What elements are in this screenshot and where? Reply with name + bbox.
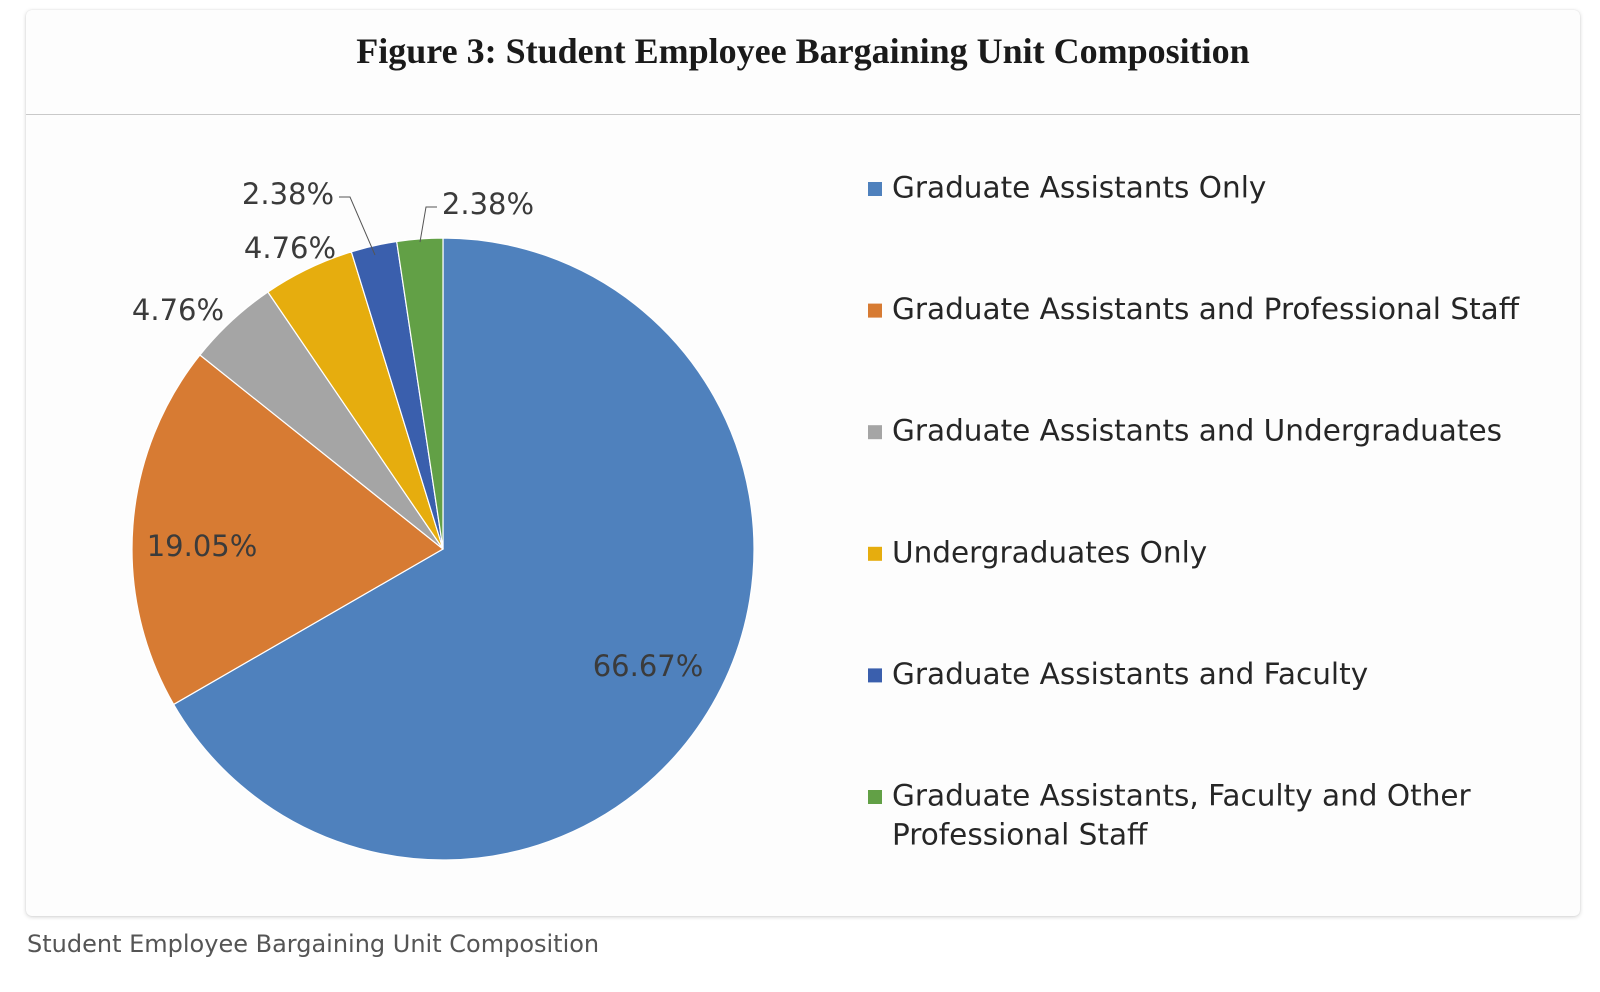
slice-labels: 66.67% 19.05% 4.76% 4.76% 2.38% 2.38%	[132, 177, 703, 683]
slice-data-label: 4.76%	[244, 231, 336, 265]
pie-chart: 66.67% 19.05% 4.76% 4.76% 2.38% 2.38% Graduat…	[131, 171, 1520, 861]
pie-slice	[131, 354, 445, 706]
pie-slice	[395, 237, 444, 550]
legend-label: Graduate Assistants Only	[892, 171, 1266, 205]
title-divider	[26, 114, 1580, 115]
figure-card: Figure 3: Student Employee Bargaining Un…	[26, 10, 1580, 916]
label-leader-line	[339, 196, 376, 256]
pie-slices	[131, 237, 755, 861]
figure-caption: Student Employee Bargaining Unit Composi…	[27, 930, 600, 958]
pie-slice	[172, 237, 755, 861]
legend-swatch	[868, 668, 882, 683]
legend-label: Graduate Assistants and Undergraduates	[892, 414, 1502, 448]
slice-data-label: 66.67%	[593, 649, 704, 683]
slice-data-label: 4.76%	[132, 293, 224, 327]
legend-swatch	[868, 790, 882, 804]
slice-data-label: 19.05%	[147, 529, 258, 563]
slice-data-label: 2.38%	[242, 177, 334, 211]
slice-data-label: 2.38%	[442, 187, 534, 221]
legend: Graduate Assistants Only Graduate Assista…	[868, 171, 1520, 852]
label-leader-lines	[339, 196, 437, 256]
chart-title: Figure 3: Student Employee Bargaining Un…	[356, 31, 1250, 71]
legend-swatch	[868, 546, 882, 561]
legend-label: Undergraduates Only	[892, 535, 1207, 569]
legend-label: Professional Staff	[892, 818, 1148, 852]
legend-swatch	[868, 182, 882, 196]
label-leader-line	[419, 206, 437, 243]
legend-label: Graduate Assistants and Faculty	[892, 657, 1368, 691]
legend-label: Graduate Assistants, Faculty and Other	[892, 779, 1472, 813]
legend-swatch	[868, 425, 882, 440]
legend-swatch	[868, 303, 882, 318]
legend-label: Graduate Assistants and Professional Sta…	[892, 292, 1520, 326]
